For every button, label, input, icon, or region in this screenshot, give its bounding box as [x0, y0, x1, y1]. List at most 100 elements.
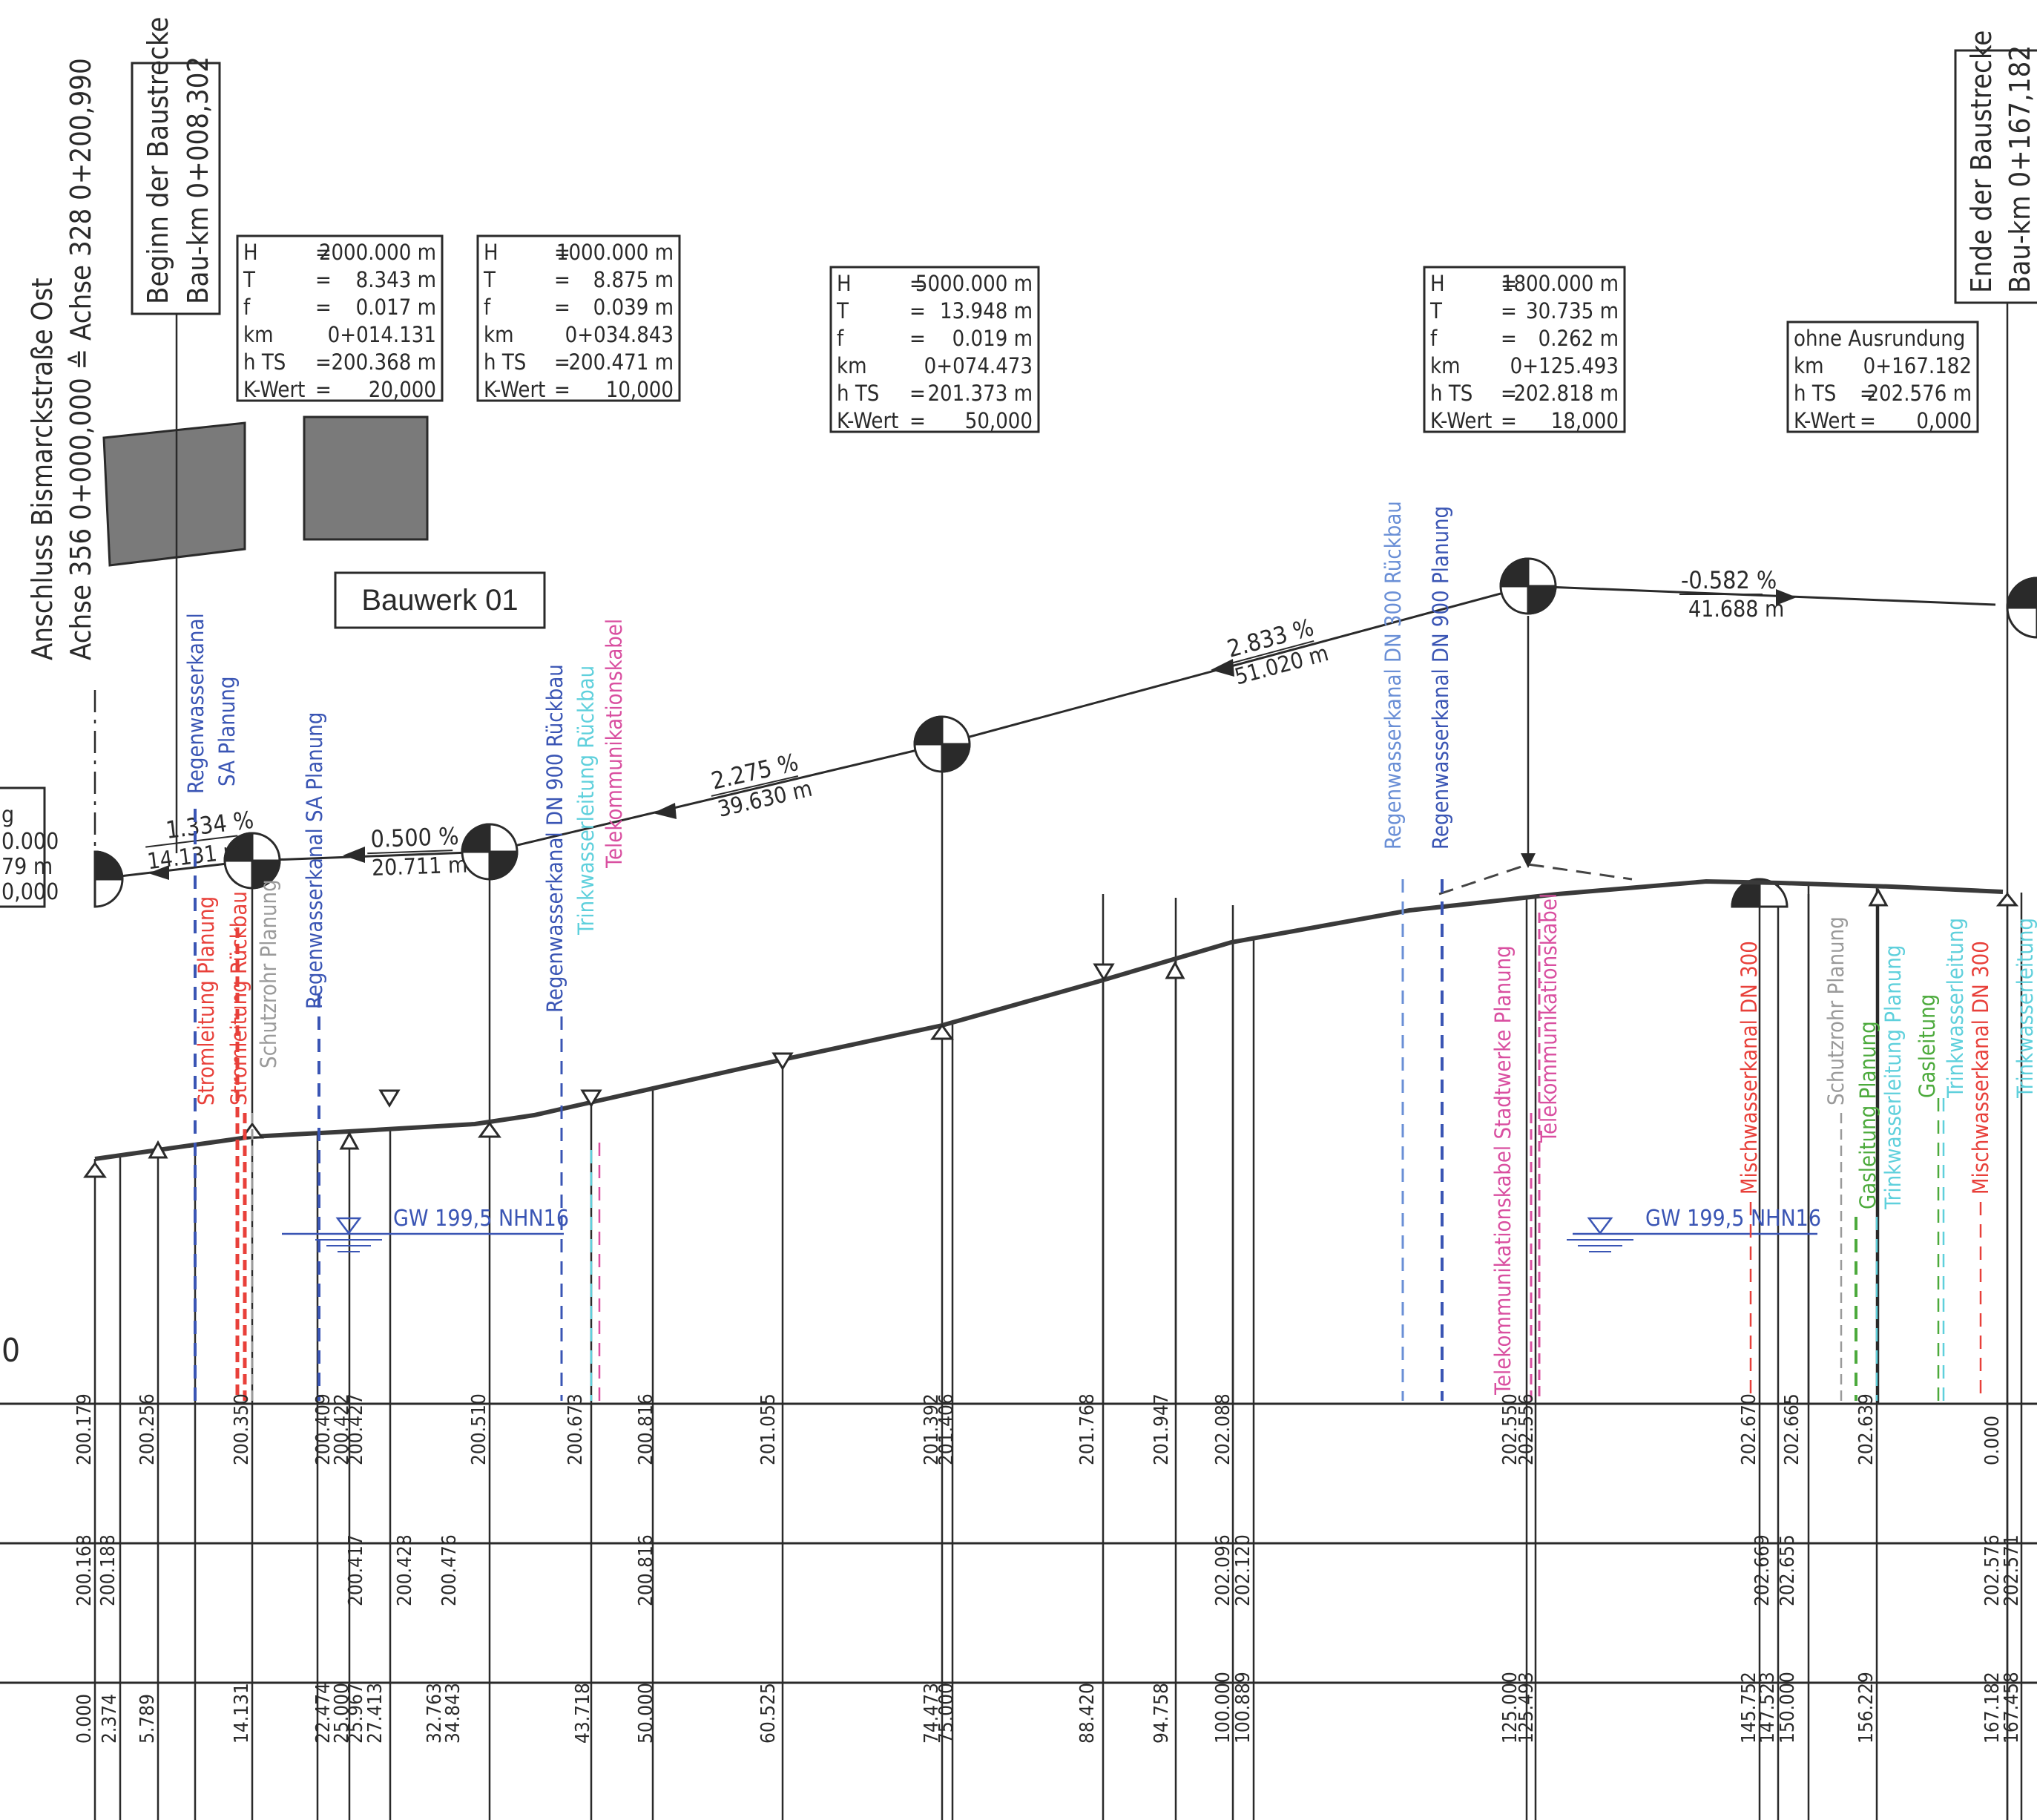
curve-box-5-key: h TS — [1794, 381, 1836, 406]
structure-block-left — [102, 421, 246, 567]
left-fragment-box: g 0.000 79 m 0,000 — [0, 786, 59, 908]
existing-crest-dashed — [1438, 863, 1633, 896]
end-label-line1: Ende der Baustrecke — [1965, 30, 1998, 293]
curve-box-4-key: K-Wert — [1430, 408, 1492, 433]
band-value: 202.096 — [1212, 1534, 1234, 1606]
curve-parameter-boxes: H =2000.000 mT = 8.343 mf = 0.017 mkm 0+014.13… — [236, 234, 1979, 433]
curve-box-1-value: 20,000 — [369, 377, 436, 402]
vertex-symbol-4 — [1499, 557, 1557, 615]
band-value: 202.550 — [1499, 1393, 1521, 1465]
curve-box-2-equals: = — [554, 377, 570, 402]
band-value: 200.417 — [345, 1534, 367, 1606]
curve-box-1-equals: = — [315, 240, 332, 265]
curve-box-3-value: 0+074.473 — [924, 353, 1033, 378]
band-row-heights-planned: 200.179 200.256 200.350 200.409200.422200.4… — [73, 1393, 2004, 1465]
curve-box-3: H =5000.000 mT = 13.948 mf = 0.019 mkm 0+074.4… — [829, 266, 1040, 433]
curve-box-4-key: H — [1430, 271, 1445, 296]
curve-box-3-value: 5000.000 m — [915, 271, 1033, 296]
vertex-symbol-2 — [461, 823, 519, 881]
curve-box-2-key: T — [483, 267, 496, 292]
curve-box-1-value: 200.368 m — [331, 349, 436, 375]
station-lines — [93, 303, 2023, 1820]
band-value: 25.967 — [345, 1683, 367, 1744]
vertex-symbol-end — [2006, 576, 2037, 639]
utility-label: Gasleitung Planung — [1855, 1021, 1880, 1209]
band-value: 156.229 — [1855, 1672, 1878, 1744]
begin-label-line2: Bau-km 0+008,302 — [182, 56, 214, 304]
groundwater-left: GW 199,5 NHN16 — [282, 1206, 569, 1252]
band-value: 201.406 — [935, 1393, 958, 1465]
curve-box-5-equals: = — [1860, 381, 1876, 406]
curve-box-3-equals: = — [909, 298, 926, 323]
vertex-symbols — [93, 557, 2037, 908]
band-value: 125.493 — [1516, 1672, 1538, 1744]
band-value: 202.571 — [2001, 1534, 2023, 1606]
band-value: 202.655 — [1777, 1534, 1799, 1606]
band-value: 202.088 — [1212, 1393, 1234, 1465]
band-value: 200.256 — [136, 1393, 159, 1465]
connection-label-line2: Achse 356 0+000,000 ≙ Achse 328 0+200,99… — [65, 58, 97, 660]
curve-box-5-value: 0,000 — [1916, 408, 1972, 433]
utility-label: Stromleitung Planung — [194, 896, 219, 1106]
curve-box-5-key: K-Wert — [1794, 408, 1855, 433]
curve-box-4-equals: = — [1501, 298, 1517, 323]
curve-box-1-value: 2000.000 m — [319, 240, 436, 265]
band-value: 200.428 — [394, 1534, 416, 1606]
connection-label-line1: Anschluss Bismarckstraße Ost — [26, 277, 59, 660]
curve-box-4-value: 30.735 m — [1526, 298, 1619, 323]
utility-label: Telekommunikationskabel — [602, 619, 627, 869]
band-value: 100.000 — [1212, 1672, 1234, 1744]
begin-label-line1: Beginn der Baustrecke — [142, 17, 174, 304]
curve-box-4-equals: = — [1501, 381, 1517, 406]
curve-box-4-value: 1800.000 m — [1501, 271, 1619, 296]
curve-box-4: H =1800.000 mT = 30.735 mf = 0.262 mkm 0+125.4… — [1423, 266, 1626, 433]
band-value: 27.413 — [364, 1683, 386, 1744]
grade-percent-5: -0.582 % — [1681, 566, 1777, 594]
curve-box-1-key: km — [243, 322, 274, 347]
band-value: 88.420 — [1076, 1683, 1099, 1744]
band-value: 0.000 — [1981, 1416, 2004, 1465]
band-value: 200.476 — [438, 1534, 461, 1606]
groundwater-right: GW 199,5 NHN16 — [1567, 1206, 1821, 1252]
band-value: 200.422 — [331, 1393, 353, 1465]
grade-label-5: -0.582 % 41.688 m — [1679, 566, 1784, 622]
left-fragment-line4: 0,000 — [1, 879, 59, 905]
utility-label: Trinkwasserleitung — [1943, 918, 1968, 1099]
curve-box-3-equals: = — [909, 271, 926, 296]
curve-box-4-value: 18,000 — [1551, 408, 1619, 433]
band-value: 167.458 — [2001, 1672, 2023, 1744]
band-value: 200.816 — [635, 1393, 657, 1465]
curve-box-4-key: h TS — [1430, 381, 1472, 406]
curve-box-5-equals: = — [1860, 408, 1876, 433]
band-value: 5.789 — [136, 1694, 159, 1744]
curve-box-2-value: 1000.000 m — [556, 240, 674, 265]
left-fragment-line3: 79 m — [1, 854, 53, 880]
profile-markers — [83, 887, 2019, 1178]
curve-box-3-value: 201.373 m — [927, 381, 1033, 406]
curve-box-2-equals: = — [554, 240, 570, 265]
band-value: 147.523 — [1757, 1672, 1779, 1744]
groundwater-label-left: GW 199,5 NHN16 — [393, 1206, 569, 1232]
curve-box-2-key: f — [484, 295, 491, 320]
curve-box-2-value: 0.039 m — [593, 295, 674, 320]
band-value: 74.473 — [921, 1683, 943, 1744]
utility-label: Regenwasserkanal SA Planung — [302, 712, 327, 1009]
band-value: 201.947 — [1151, 1393, 1173, 1465]
band-value: 167.182 — [1981, 1672, 2004, 1744]
utility-lines: Regenwasserkanal SA Planung Stromleitung P… — [183, 501, 2037, 1401]
curve-box-1-equals: = — [315, 267, 332, 292]
band-value: 200.409 — [312, 1393, 335, 1465]
curve-box-1: H =2000.000 mT = 8.343 mf = 0.017 mkm 0+014.13… — [236, 234, 444, 402]
utility-label: Stromleitung Rückbau — [226, 891, 251, 1106]
curve-box-2-equals: = — [554, 349, 570, 375]
curve-box-3-equals: = — [909, 408, 926, 433]
curve-box-1-key: h TS — [243, 349, 286, 375]
curve-box-3-key: h TS — [837, 381, 879, 406]
curve-box-1-value: 8.343 m — [356, 267, 436, 292]
band-value: 202.669 — [1751, 1534, 1774, 1606]
curve-box-4-value: 0+125.493 — [1510, 353, 1619, 378]
left-fragment-line1: g — [1, 802, 14, 828]
utility-label: Mischwasserkanal DN 300 — [1737, 941, 1762, 1195]
curve-box-4-value: 0.262 m — [1539, 326, 1619, 351]
vertex-drop-lines — [251, 616, 1530, 1143]
